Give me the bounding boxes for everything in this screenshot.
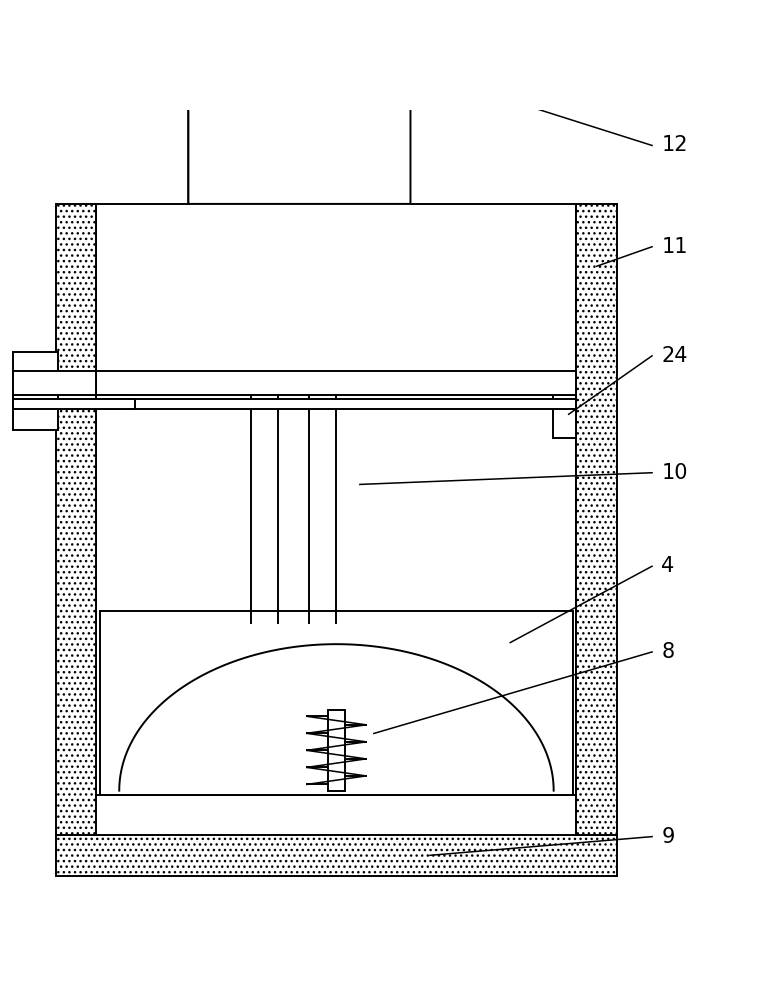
Bar [96, 371, 576, 395]
Bar [96, 399, 576, 409]
Bar [96, 204, 576, 795]
Text: 9: 9 [662, 827, 675, 847]
Text: 8: 8 [662, 642, 675, 662]
Bar [13, 399, 135, 409]
Bar [576, 204, 617, 835]
Text: 11: 11 [662, 237, 688, 257]
Bar [553, 395, 576, 438]
Text: 12: 12 [662, 135, 688, 155]
Bar [100, 611, 572, 795]
Bar [188, 106, 411, 204]
Text: 10: 10 [662, 463, 688, 483]
Bar [13, 352, 59, 430]
Bar [56, 835, 617, 876]
Bar [56, 204, 96, 835]
Text: 24: 24 [662, 346, 688, 366]
Bar [13, 371, 96, 395]
Polygon shape [188, 21, 411, 204]
Bar [328, 710, 345, 791]
Text: 4: 4 [662, 556, 675, 576]
